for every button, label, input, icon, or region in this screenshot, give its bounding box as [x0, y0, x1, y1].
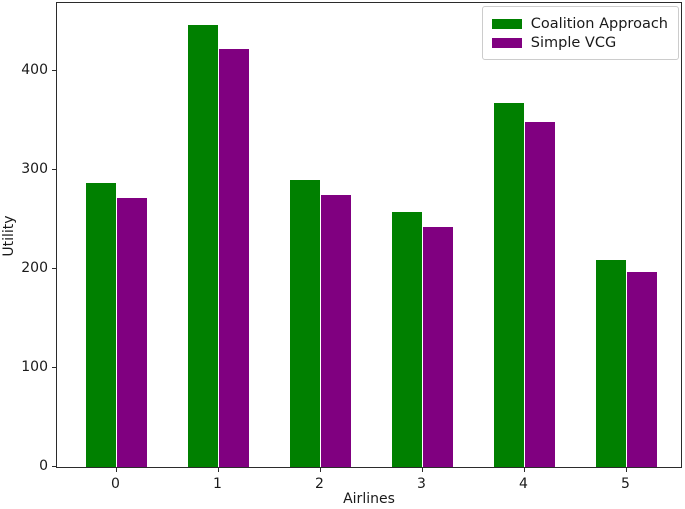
bar-simple-vcg-1	[218, 48, 250, 467]
bar-coalition-approach-0	[85, 183, 117, 467]
x-tick-mark-2	[319, 468, 321, 472]
legend-label-simple-vcg: Simple VCG	[530, 34, 617, 51]
x-tick-mark-4	[523, 468, 525, 472]
legend: Coalition Approach Simple VCG	[481, 6, 679, 60]
bar-simple-vcg-3	[422, 226, 454, 467]
bar-simple-vcg-4	[524, 121, 556, 467]
x-axis-label: Airlines	[343, 491, 395, 507]
legend-swatch-simple-vcg	[491, 37, 522, 48]
x-tick-mark-0	[115, 468, 117, 472]
bar-coalition-approach-4	[493, 102, 525, 467]
x-tick-label-0: 0	[111, 476, 120, 492]
x-tick-mark-1	[217, 468, 219, 472]
plot-area	[56, 2, 682, 468]
legend-item-simple-vcg: Simple VCG	[491, 33, 668, 52]
x-tick-label-2: 2	[315, 476, 324, 492]
legend-item-coalition-approach: Coalition Approach	[491, 14, 668, 33]
x-tick-label-3: 3	[417, 476, 426, 492]
bar-coalition-approach-2	[289, 180, 321, 467]
legend-label-coalition-approach: Coalition Approach	[530, 15, 668, 32]
legend-swatch-coalition-approach	[491, 18, 522, 29]
x-tick-mark-3	[421, 468, 423, 472]
x-tick-label-4: 4	[519, 476, 528, 492]
bar-coalition-approach-5	[595, 260, 627, 467]
y-tick-label-0: 0	[39, 458, 48, 474]
x-tick-label-1: 1	[213, 476, 222, 492]
x-tick-mark-5	[625, 468, 627, 472]
y-tick-label-100: 100	[21, 359, 48, 376]
x-tick-label-5: 5	[621, 476, 630, 492]
y-tick-label-400: 400	[21, 62, 48, 79]
y-tick-label-300: 300	[21, 161, 48, 178]
y-axis-label: Utility	[1, 215, 17, 257]
bar-simple-vcg-2	[320, 194, 352, 467]
bar-coalition-approach-1	[187, 24, 219, 467]
bar-coalition-approach-3	[391, 211, 423, 467]
bar-simple-vcg-0	[116, 197, 148, 467]
bar-simple-vcg-5	[626, 272, 658, 467]
